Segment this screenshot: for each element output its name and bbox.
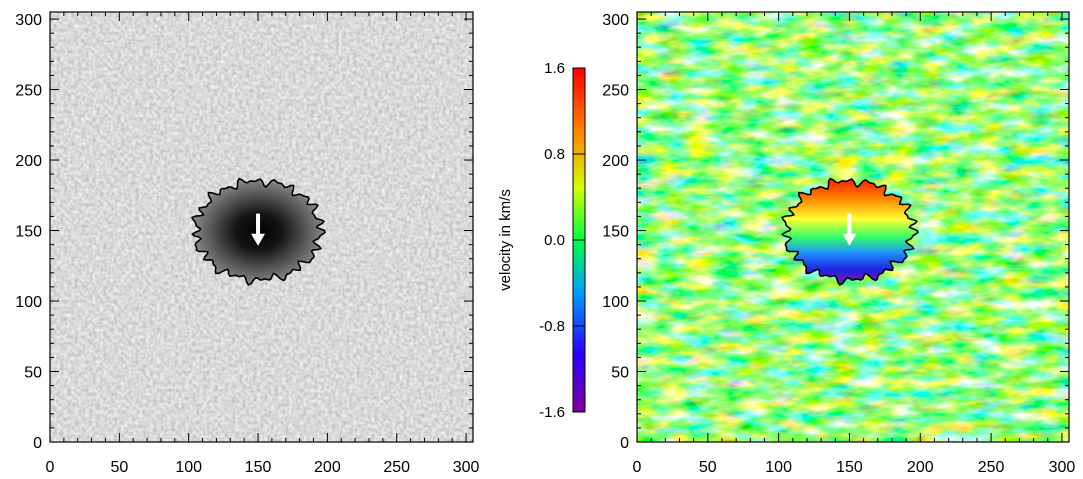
arrow-annotation (842, 213, 857, 246)
arrow-head (842, 233, 857, 246)
x-tick-label: 100 (765, 459, 792, 476)
x-tick-label: 200 (314, 459, 341, 476)
x-tick-label: 250 (383, 459, 410, 476)
y-tick-label: 150 (602, 224, 629, 241)
y-tick-label: 50 (24, 365, 42, 382)
x-tick-label: 0 (633, 459, 642, 476)
colorbar-tick-label: -1.6 (539, 404, 565, 421)
y-tick-label: 100 (15, 294, 42, 311)
x-tick-label: 200 (907, 459, 934, 476)
plot-frame (49, 11, 474, 443)
colorbar-tick-label: 0.8 (544, 146, 565, 163)
y-tick-label: 150 (15, 224, 42, 241)
x-tick-label: 0 (46, 459, 55, 476)
x-tick-label: 300 (1049, 459, 1076, 476)
colorbar-tick-label: 0.0 (544, 232, 565, 249)
y-tick-label: 300 (602, 12, 629, 29)
y-tick-label: 200 (602, 153, 629, 170)
arrow-head (251, 233, 266, 246)
x-tick-label: 150 (245, 459, 272, 476)
y-tick-label: 50 (611, 365, 629, 382)
y-tick-label: 250 (15, 83, 42, 100)
x-tick-label: 250 (978, 459, 1005, 476)
y-tick-label: 250 (602, 83, 629, 100)
plot-frame (636, 11, 1070, 443)
y-tick-label: 200 (15, 153, 42, 170)
colorbar: -1.6 -0.8 0.0 0.8 1.6 velocity in km/s (497, 60, 586, 421)
sunspot-contour (190, 177, 327, 286)
colorbar-label: velocity in km/s (497, 189, 514, 291)
x-tick-label: 300 (453, 459, 480, 476)
x-tick-label: 150 (836, 459, 863, 476)
intensity-panel: 0 50 100 150 200 250 300 0 50 100 150 200 250 300 (15, 11, 480, 476)
y-tick-label: 0 (33, 435, 42, 452)
colorbar-tick-label: 1.6 (544, 60, 565, 77)
velocity-panel: 0 50 100 150 200 250 300 0 50 100 150 200 250 300 (602, 11, 1076, 476)
y-tick-label: 100 (602, 294, 629, 311)
y-tick-label: 300 (15, 12, 42, 29)
arrow-annotation (251, 213, 266, 246)
colorbar-tick-label: -0.8 (539, 318, 565, 335)
sunspot-contour (780, 177, 920, 286)
x-tick-label: 100 (175, 459, 202, 476)
x-tick-label: 50 (110, 459, 128, 476)
y-tick-label: 0 (620, 435, 629, 452)
x-tick-label: 50 (699, 459, 717, 476)
